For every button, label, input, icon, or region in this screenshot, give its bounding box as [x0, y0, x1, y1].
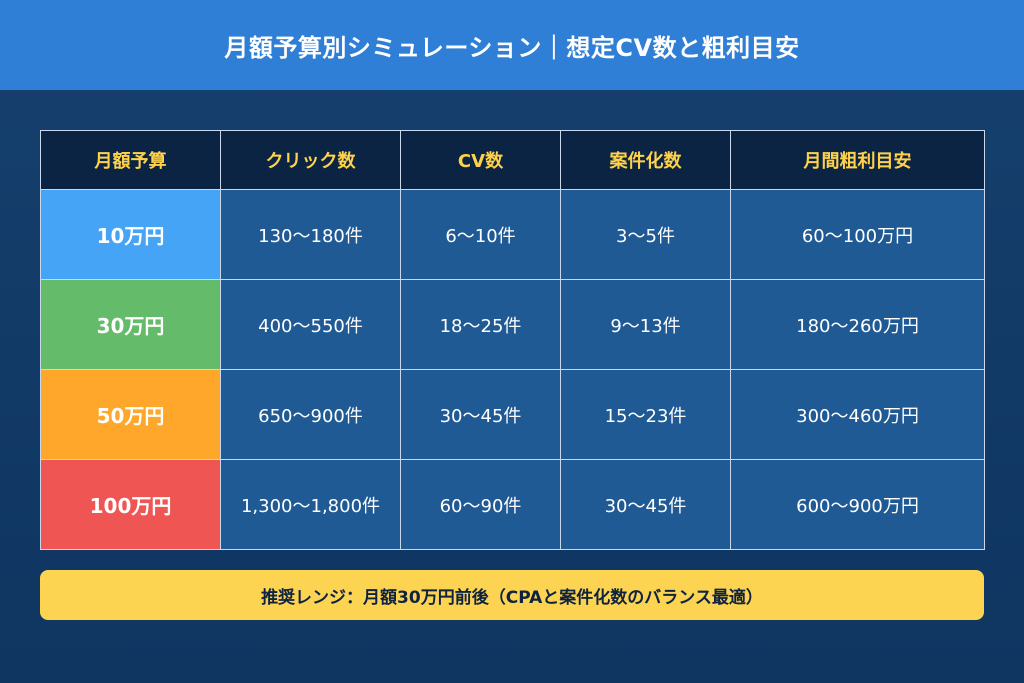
table-row: 10万円 130〜180件 6〜10件 3〜5件 60〜100万円 — [40, 189, 985, 280]
table-header-row: 月額予算 クリック数 CV数 案件化数 月間粗利目安 — [40, 130, 985, 190]
column-header-cv: CV数 — [400, 130, 561, 190]
column-header-clicks: クリック数 — [220, 130, 401, 190]
profit-cell: 300〜460万円 — [730, 369, 985, 460]
clicks-cell: 1,300〜1,800件 — [220, 459, 401, 550]
budget-cell: 30万円 — [40, 279, 221, 370]
cv-cell: 6〜10件 — [400, 189, 561, 280]
simulation-table: 月額予算 クリック数 CV数 案件化数 月間粗利目安 10万円 130〜180件… — [40, 130, 985, 550]
cv-cell: 30〜45件 — [400, 369, 561, 460]
table-row: 50万円 650〜900件 30〜45件 15〜23件 300〜460万円 — [40, 369, 985, 460]
clicks-cell: 650〜900件 — [220, 369, 401, 460]
table-row: 30万円 400〜550件 18〜25件 9〜13件 180〜260万円 — [40, 279, 985, 370]
column-header-deals: 案件化数 — [560, 130, 731, 190]
column-header-profit: 月間粗利目安 — [730, 130, 985, 190]
clicks-cell: 400〜550件 — [220, 279, 401, 370]
budget-cell: 100万円 — [40, 459, 221, 550]
profit-cell: 60〜100万円 — [730, 189, 985, 280]
title-banner: 月額予算別シミュレーション｜想定CV数と粗利目安 — [0, 0, 1024, 90]
profit-cell: 600〜900万円 — [730, 459, 985, 550]
deals-cell: 3〜5件 — [560, 189, 731, 280]
clicks-cell: 130〜180件 — [220, 189, 401, 280]
page-title: 月額予算別シミュレーション｜想定CV数と粗利目安 — [224, 33, 800, 62]
deals-cell: 15〜23件 — [560, 369, 731, 460]
profit-cell: 180〜260万円 — [730, 279, 985, 370]
recommendation-text: 推奨レンジ：月額30万円前後（CPAと案件化数のバランス最適） — [261, 587, 763, 608]
budget-cell: 50万円 — [40, 369, 221, 460]
table-row: 100万円 1,300〜1,800件 60〜90件 30〜45件 600〜900… — [40, 459, 985, 550]
cv-cell: 18〜25件 — [400, 279, 561, 370]
column-header-budget: 月額予算 — [40, 130, 221, 190]
cv-cell: 60〜90件 — [400, 459, 561, 550]
budget-cell: 10万円 — [40, 189, 221, 280]
recommendation-banner: 推奨レンジ：月額30万円前後（CPAと案件化数のバランス最適） — [40, 570, 984, 620]
deals-cell: 9〜13件 — [560, 279, 731, 370]
deals-cell: 30〜45件 — [560, 459, 731, 550]
